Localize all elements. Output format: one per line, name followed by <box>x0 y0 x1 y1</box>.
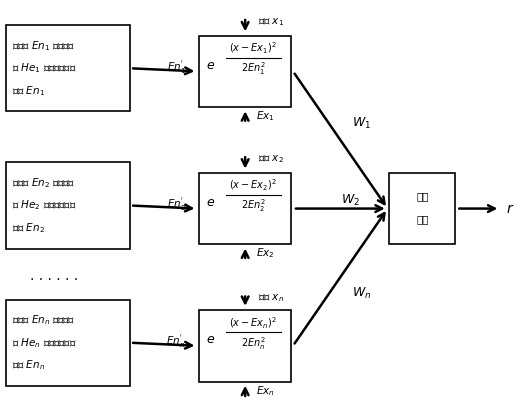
Text: $En_2^{'}$: $En_2^{'}$ <box>167 196 185 213</box>
Text: 以 $He_1$ 为标准差的随: 以 $He_1$ 为标准差的随 <box>12 61 77 75</box>
Text: 加权: 加权 <box>416 191 429 201</box>
Text: 以 $He_n$ 为标准差的随: 以 $He_n$ 为标准差的随 <box>12 336 77 350</box>
Text: 求和: 求和 <box>416 214 429 224</box>
Text: $Ex_n$: $Ex_n$ <box>256 385 275 398</box>
Bar <box>6 25 130 111</box>
Text: $W_n$: $W_n$ <box>352 286 371 301</box>
Bar <box>199 35 292 107</box>
Text: $e$: $e$ <box>206 196 215 209</box>
Text: $2En_1^2$: $2En_1^2$ <box>241 60 266 77</box>
Text: 机数 $En_n$: 机数 $En_n$ <box>12 358 46 372</box>
Text: 机数 $En_2$: 机数 $En_2$ <box>12 221 45 235</box>
Text: 指标 $x_n$: 指标 $x_n$ <box>259 293 285 305</box>
Text: $(x-Ex_n)^2$: $(x-Ex_n)^2$ <box>229 315 277 330</box>
Text: 生成以 $En_n$ 为期望，: 生成以 $En_n$ 为期望， <box>12 313 76 327</box>
Text: $(x-Ex_1)^2$: $(x-Ex_1)^2$ <box>229 41 277 56</box>
Text: $Ex_2$: $Ex_2$ <box>256 247 275 260</box>
Text: 生成以 $En_2$ 为期望，: 生成以 $En_2$ 为期望， <box>12 176 76 190</box>
Text: $W_1$: $W_1$ <box>352 116 371 131</box>
Text: $En_1^{'}$: $En_1^{'}$ <box>166 58 185 76</box>
Text: 生成以 $En_1$ 为期望，: 生成以 $En_1$ 为期望， <box>12 39 76 53</box>
Bar <box>199 173 292 245</box>
Text: $e$: $e$ <box>206 333 215 346</box>
Bar <box>389 173 455 245</box>
Text: · · · · · ·: · · · · · · <box>30 273 78 287</box>
Text: $En_n^{'}$: $En_n^{'}$ <box>166 333 185 350</box>
Text: $Ex_1$: $Ex_1$ <box>256 109 275 123</box>
Text: $2En_n^2$: $2En_n^2$ <box>241 335 266 351</box>
Bar <box>6 300 130 386</box>
Bar <box>6 162 130 249</box>
Bar <box>199 310 292 382</box>
Text: 指标 $x_2$: 指标 $x_2$ <box>259 153 284 165</box>
Text: $(x-Ex_2)^2$: $(x-Ex_2)^2$ <box>229 178 277 194</box>
Text: 指标 $x_1$: 指标 $x_1$ <box>259 16 285 28</box>
Text: $e$: $e$ <box>206 59 215 72</box>
Text: $2En_2^2$: $2En_2^2$ <box>241 198 266 214</box>
Text: $W_2$: $W_2$ <box>341 193 360 208</box>
Text: 以 $He_2$ 为标准差的随: 以 $He_2$ 为标准差的随 <box>12 199 77 212</box>
Text: 机数 $En_1$: 机数 $En_1$ <box>12 84 46 98</box>
Text: $r$: $r$ <box>506 201 514 216</box>
